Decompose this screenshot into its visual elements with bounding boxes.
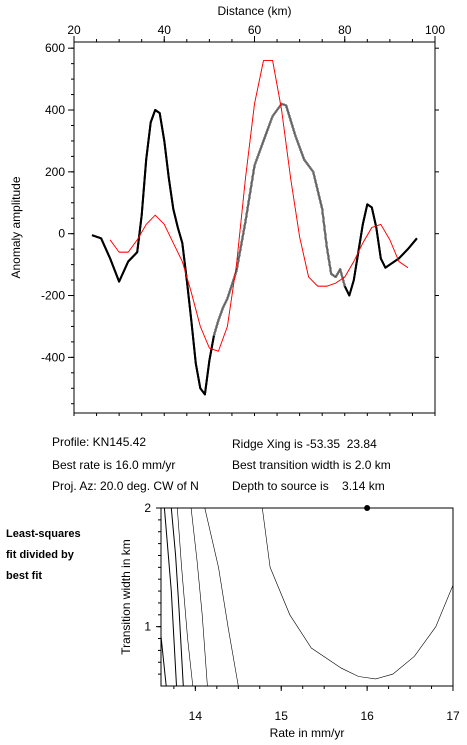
contour-line: [177, 507, 194, 687]
contour-line: [160, 636, 167, 687]
contour-line: [170, 507, 184, 687]
x-tick-label: 100: [425, 23, 445, 37]
x-axis-label: Rate in mm/yr: [270, 726, 345, 740]
x-tick-label: 40: [158, 23, 172, 37]
x-tick-label: 80: [338, 23, 352, 37]
y-axis-label: Transition width in km: [119, 539, 133, 655]
x-tick-label: 14: [189, 709, 203, 723]
contour-line: [262, 507, 454, 680]
x-tick-label: 15: [275, 709, 289, 723]
x-tick-label: 17: [446, 709, 460, 723]
observed-anomaly-line: [91, 102, 418, 396]
contour-line: [204, 507, 239, 687]
y-tick-label: -200: [41, 289, 65, 303]
y-tick-label: 1: [144, 620, 151, 634]
model-anomaly-line-mask: [109, 60, 409, 352]
y-axis-label: Anomaly amplitude: [9, 176, 23, 278]
profile-chart: 20 40 60 80 100 Distance (km) 600 400 200 0 -200 -4…: [9, 4, 445, 416]
y-tick-label: 0: [58, 227, 65, 241]
contour-line: [190, 507, 208, 687]
x-axis-label: Distance (km): [217, 4, 291, 18]
model-anomaly-line: [109, 60, 409, 352]
observed-anomaly-segment: [213, 103, 346, 336]
y-tick-label: 400: [45, 103, 65, 117]
profile-label: Profile: KN145.42: [52, 435, 147, 449]
x-tick-label: 20: [67, 23, 81, 37]
profile-frame: [73, 41, 436, 414]
y-tick-label: -400: [41, 350, 65, 364]
ridge-crossing-label: Ridge Xing is -53.35 23.84: [232, 437, 377, 451]
y-tick-label: 2: [144, 501, 151, 515]
projection-azimuth-label: Proj. Az: 20.0 deg. CW of N: [52, 479, 199, 493]
misfit-caption: Least-squares fit divided by best fit: [6, 524, 81, 587]
misfit-caption-line-1: Least-squares: [6, 528, 81, 540]
best-fit-marker: [364, 505, 371, 511]
best-rate-label: Best rate is 16.0 mm/yr: [52, 458, 176, 472]
misfit-frame: [160, 507, 454, 687]
y-tick-label: 600: [45, 41, 65, 55]
contour-line: [163, 507, 177, 687]
x-tick-label: 60: [248, 23, 262, 37]
depth-to-source-label: Depth to source is 3.14 km: [232, 479, 385, 493]
observed-anomaly-line-mask: [91, 102, 418, 396]
observed-anomaly-segment-mask: [213, 103, 346, 336]
x-tick-label: 16: [360, 709, 374, 723]
misfit-contour-chart: 14 15 16 17 Rate in mm/yr 1 2 Transition width …: [119, 501, 460, 740]
misfit-caption-line-3: best fit: [6, 570, 43, 582]
best-transition-label: Best transition width is 2.0 km: [232, 458, 391, 472]
y-tick-label: 200: [45, 165, 65, 179]
misfit-caption-line-2: fit divided by: [6, 549, 74, 561]
